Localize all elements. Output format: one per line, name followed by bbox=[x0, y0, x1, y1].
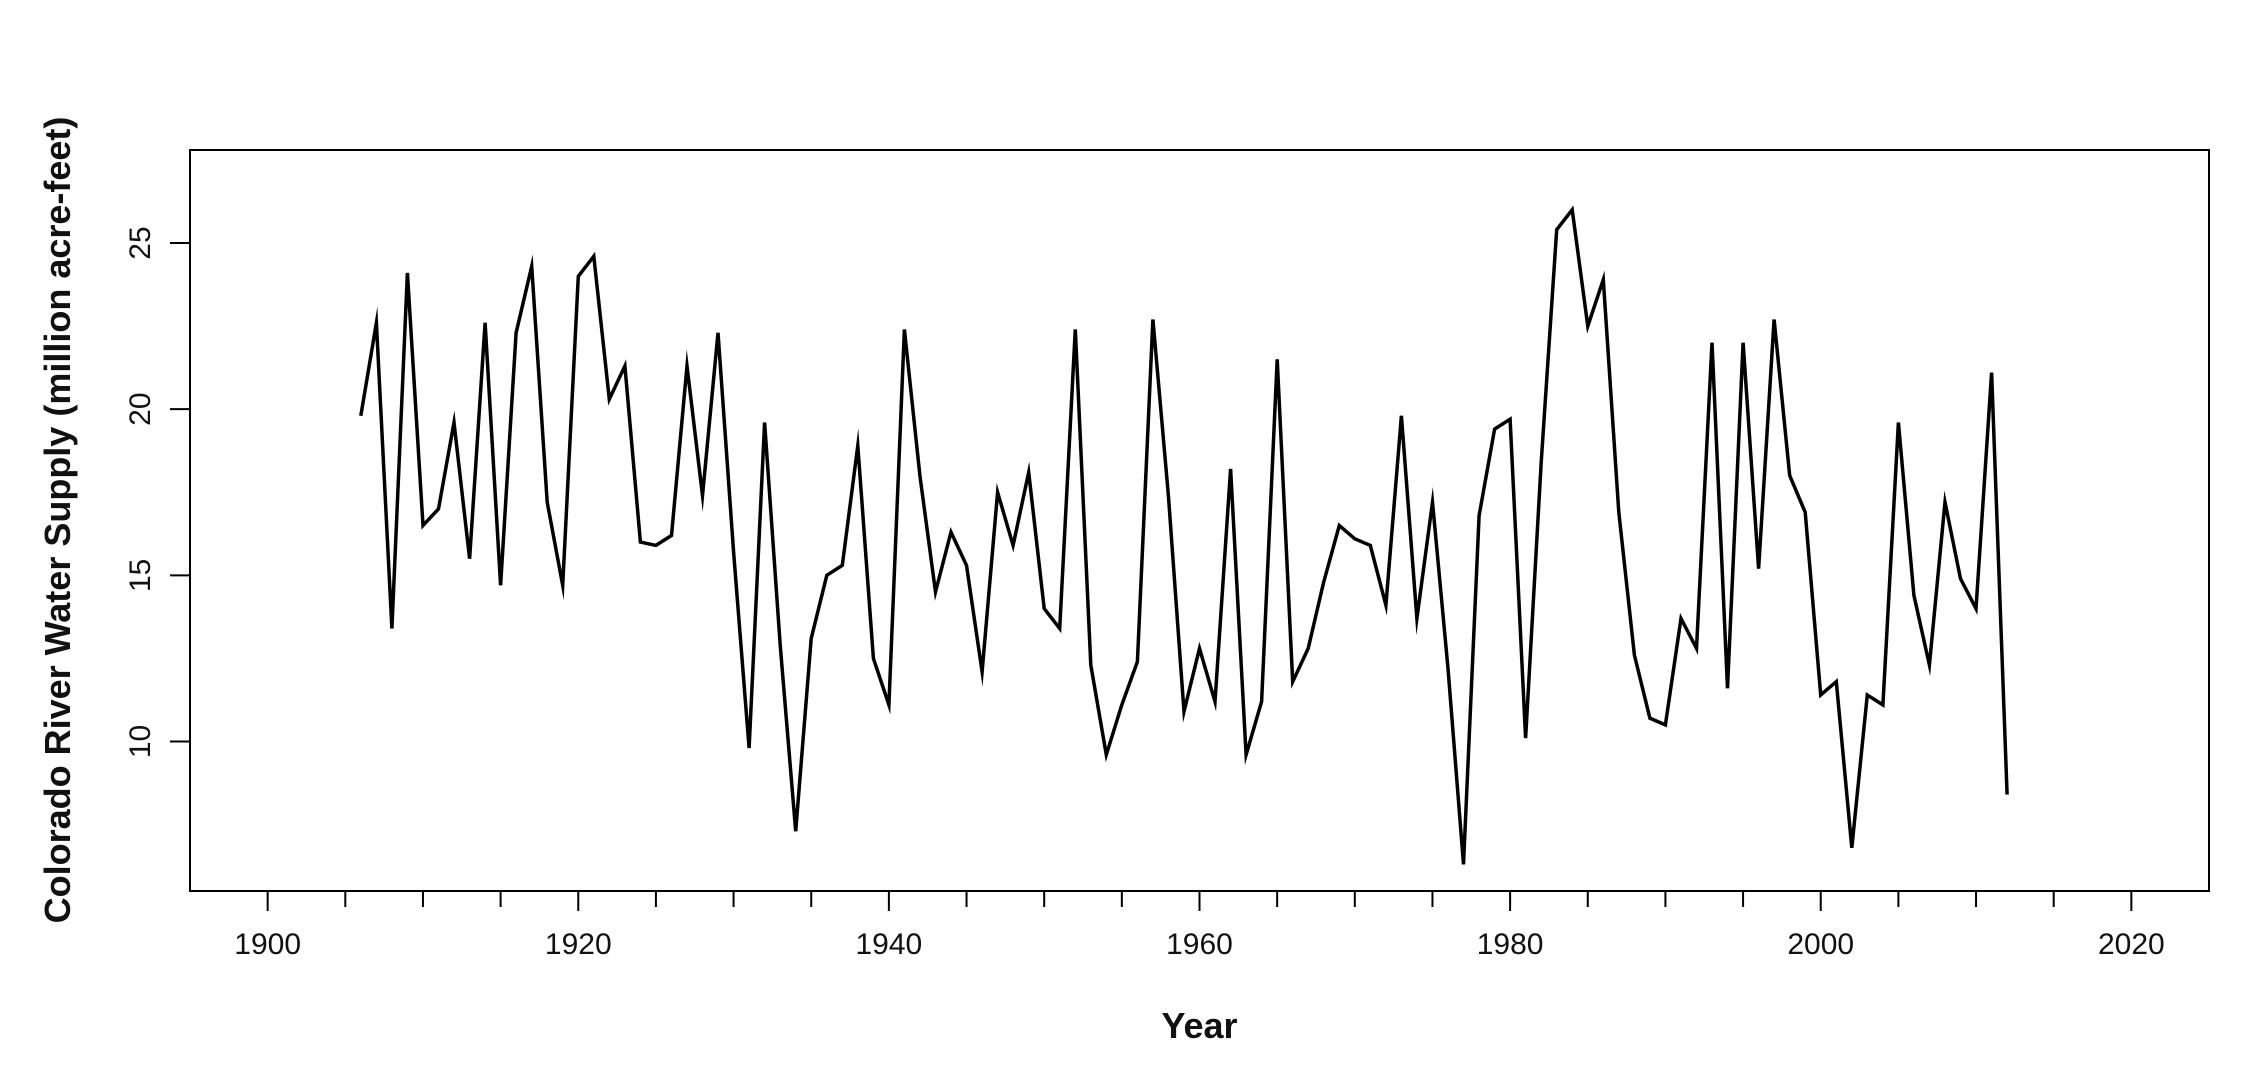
x-tick-label: 2020 bbox=[2098, 928, 2165, 961]
x-tick-label: 1980 bbox=[1477, 928, 1544, 961]
y-tick-label: 10 bbox=[124, 725, 157, 758]
x-tick-label: 1960 bbox=[1166, 928, 1233, 961]
y-tick-label: 25 bbox=[124, 226, 157, 259]
x-tick-label: 1900 bbox=[234, 928, 301, 961]
x-tick-label: 1940 bbox=[856, 928, 923, 961]
x-tick-label: 2000 bbox=[1787, 928, 1854, 961]
y-tick-label: 15 bbox=[124, 559, 157, 592]
series-layer bbox=[359, 205, 2009, 865]
y-axis: 10 15 20 25 bbox=[124, 226, 191, 758]
y-axis-title: Colorado River Water Supply (million acr… bbox=[37, 117, 78, 924]
y-tick-label: 20 bbox=[124, 392, 157, 425]
x-axis-title: Year bbox=[1161, 1005, 1237, 1046]
series-line bbox=[359, 205, 2009, 865]
x-axis: 1900 1920 1940 1960 1980 2000 2020 bbox=[234, 890, 2165, 961]
x-tick-label: 1920 bbox=[545, 928, 612, 961]
